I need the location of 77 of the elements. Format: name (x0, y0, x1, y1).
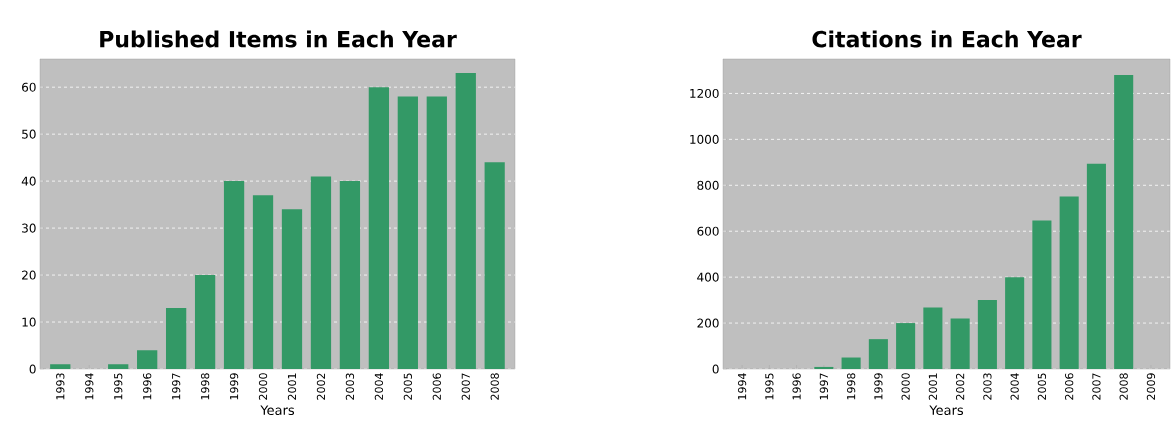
y-tick-label: 40 (21, 176, 36, 186)
x-tick-label: 2003 (345, 373, 355, 400)
x-tick-label: 2009 (1146, 373, 1156, 400)
x-tick-label: 1998 (200, 373, 210, 400)
x-tick-label: 2004 (374, 373, 384, 400)
chart-title: Published Items in Each Year (100, 30, 457, 48)
x-tick-label: 1997 (171, 373, 181, 400)
y-tick-label: 10 (22, 317, 36, 327)
x-tick-label: 1994 (85, 373, 94, 400)
x-tick-label: 2004 (1010, 373, 1019, 400)
y-tick-label: 0 (712, 364, 719, 374)
bar (923, 307, 943, 369)
x-tick-label: 2008 (490, 373, 499, 400)
y-tick-label: 20 (22, 270, 36, 280)
y-tick-label: 400 (697, 272, 719, 282)
y-tick-label: 1200 (690, 88, 719, 98)
y-tick-label: 0 (29, 364, 36, 374)
x-tick-label: 2001 (928, 373, 938, 400)
bar (1059, 196, 1079, 369)
x-tick-label: 1997 (819, 373, 829, 400)
bar (896, 323, 916, 369)
x-tick-label: 2000 (258, 373, 268, 400)
y-tick-label: 200 (697, 318, 719, 328)
x-axis-title: Years (929, 405, 964, 416)
x-tick-label: 2000 (901, 373, 910, 400)
y-tick-label: 30 (22, 223, 36, 233)
x-tick-label: 2005 (1037, 373, 1047, 400)
x-tick-label: 1999 (229, 373, 239, 400)
bar (165, 307, 187, 369)
x-tick-label: 1995 (765, 373, 774, 400)
bar (50, 364, 71, 369)
bar (339, 181, 361, 369)
bar (223, 181, 245, 369)
bar (950, 318, 970, 369)
bar (368, 87, 390, 369)
x-tick-label: 1993 (56, 373, 65, 400)
x-tick-label: 1999 (874, 373, 883, 400)
y-tick-label: 800 (697, 180, 719, 190)
bar (1086, 163, 1106, 369)
x-tick-label: 2001 (287, 373, 297, 400)
y-tick-label: 600 (697, 226, 719, 236)
x-axis-title: Years (260, 405, 295, 416)
x-tick-label: 1995 (114, 373, 123, 400)
x-tick-label: 1996 (143, 373, 152, 400)
x-tick-label: 2006 (432, 373, 441, 400)
y-tick-label: 60 (22, 82, 36, 92)
bar (310, 176, 332, 369)
x-tick-label: 2002 (955, 373, 965, 400)
bar (426, 96, 447, 369)
bar (194, 275, 216, 369)
bar (484, 162, 505, 369)
bar (868, 339, 888, 369)
bar (1114, 75, 1134, 369)
bar (108, 364, 129, 369)
x-tick-label: 2003 (983, 373, 992, 400)
bar (841, 357, 861, 369)
x-tick-label: 2007 (1092, 373, 1101, 400)
bar (397, 96, 418, 369)
chart-title: Citations in Each Year (812, 30, 1082, 48)
bar (252, 195, 274, 369)
x-tick-label: 1996 (792, 373, 801, 400)
x-tick-label: 1998 (846, 373, 856, 400)
x-tick-label: 2002 (316, 373, 326, 400)
bar (1005, 277, 1025, 369)
x-tick-label: 2006 (1065, 373, 1074, 400)
bar (281, 209, 303, 369)
x-tick-label: 1994 (737, 373, 747, 400)
bar (814, 366, 834, 369)
y-tick-label: 50 (22, 129, 36, 139)
bar (977, 300, 997, 369)
bar (1032, 220, 1052, 369)
y-tick-label: 1000 (690, 134, 719, 144)
bar (137, 350, 158, 369)
x-tick-label: 2005 (403, 373, 412, 400)
bar (455, 73, 476, 369)
x-tick-label: 2008 (1119, 373, 1128, 400)
x-tick-label: 2007 (461, 373, 470, 400)
